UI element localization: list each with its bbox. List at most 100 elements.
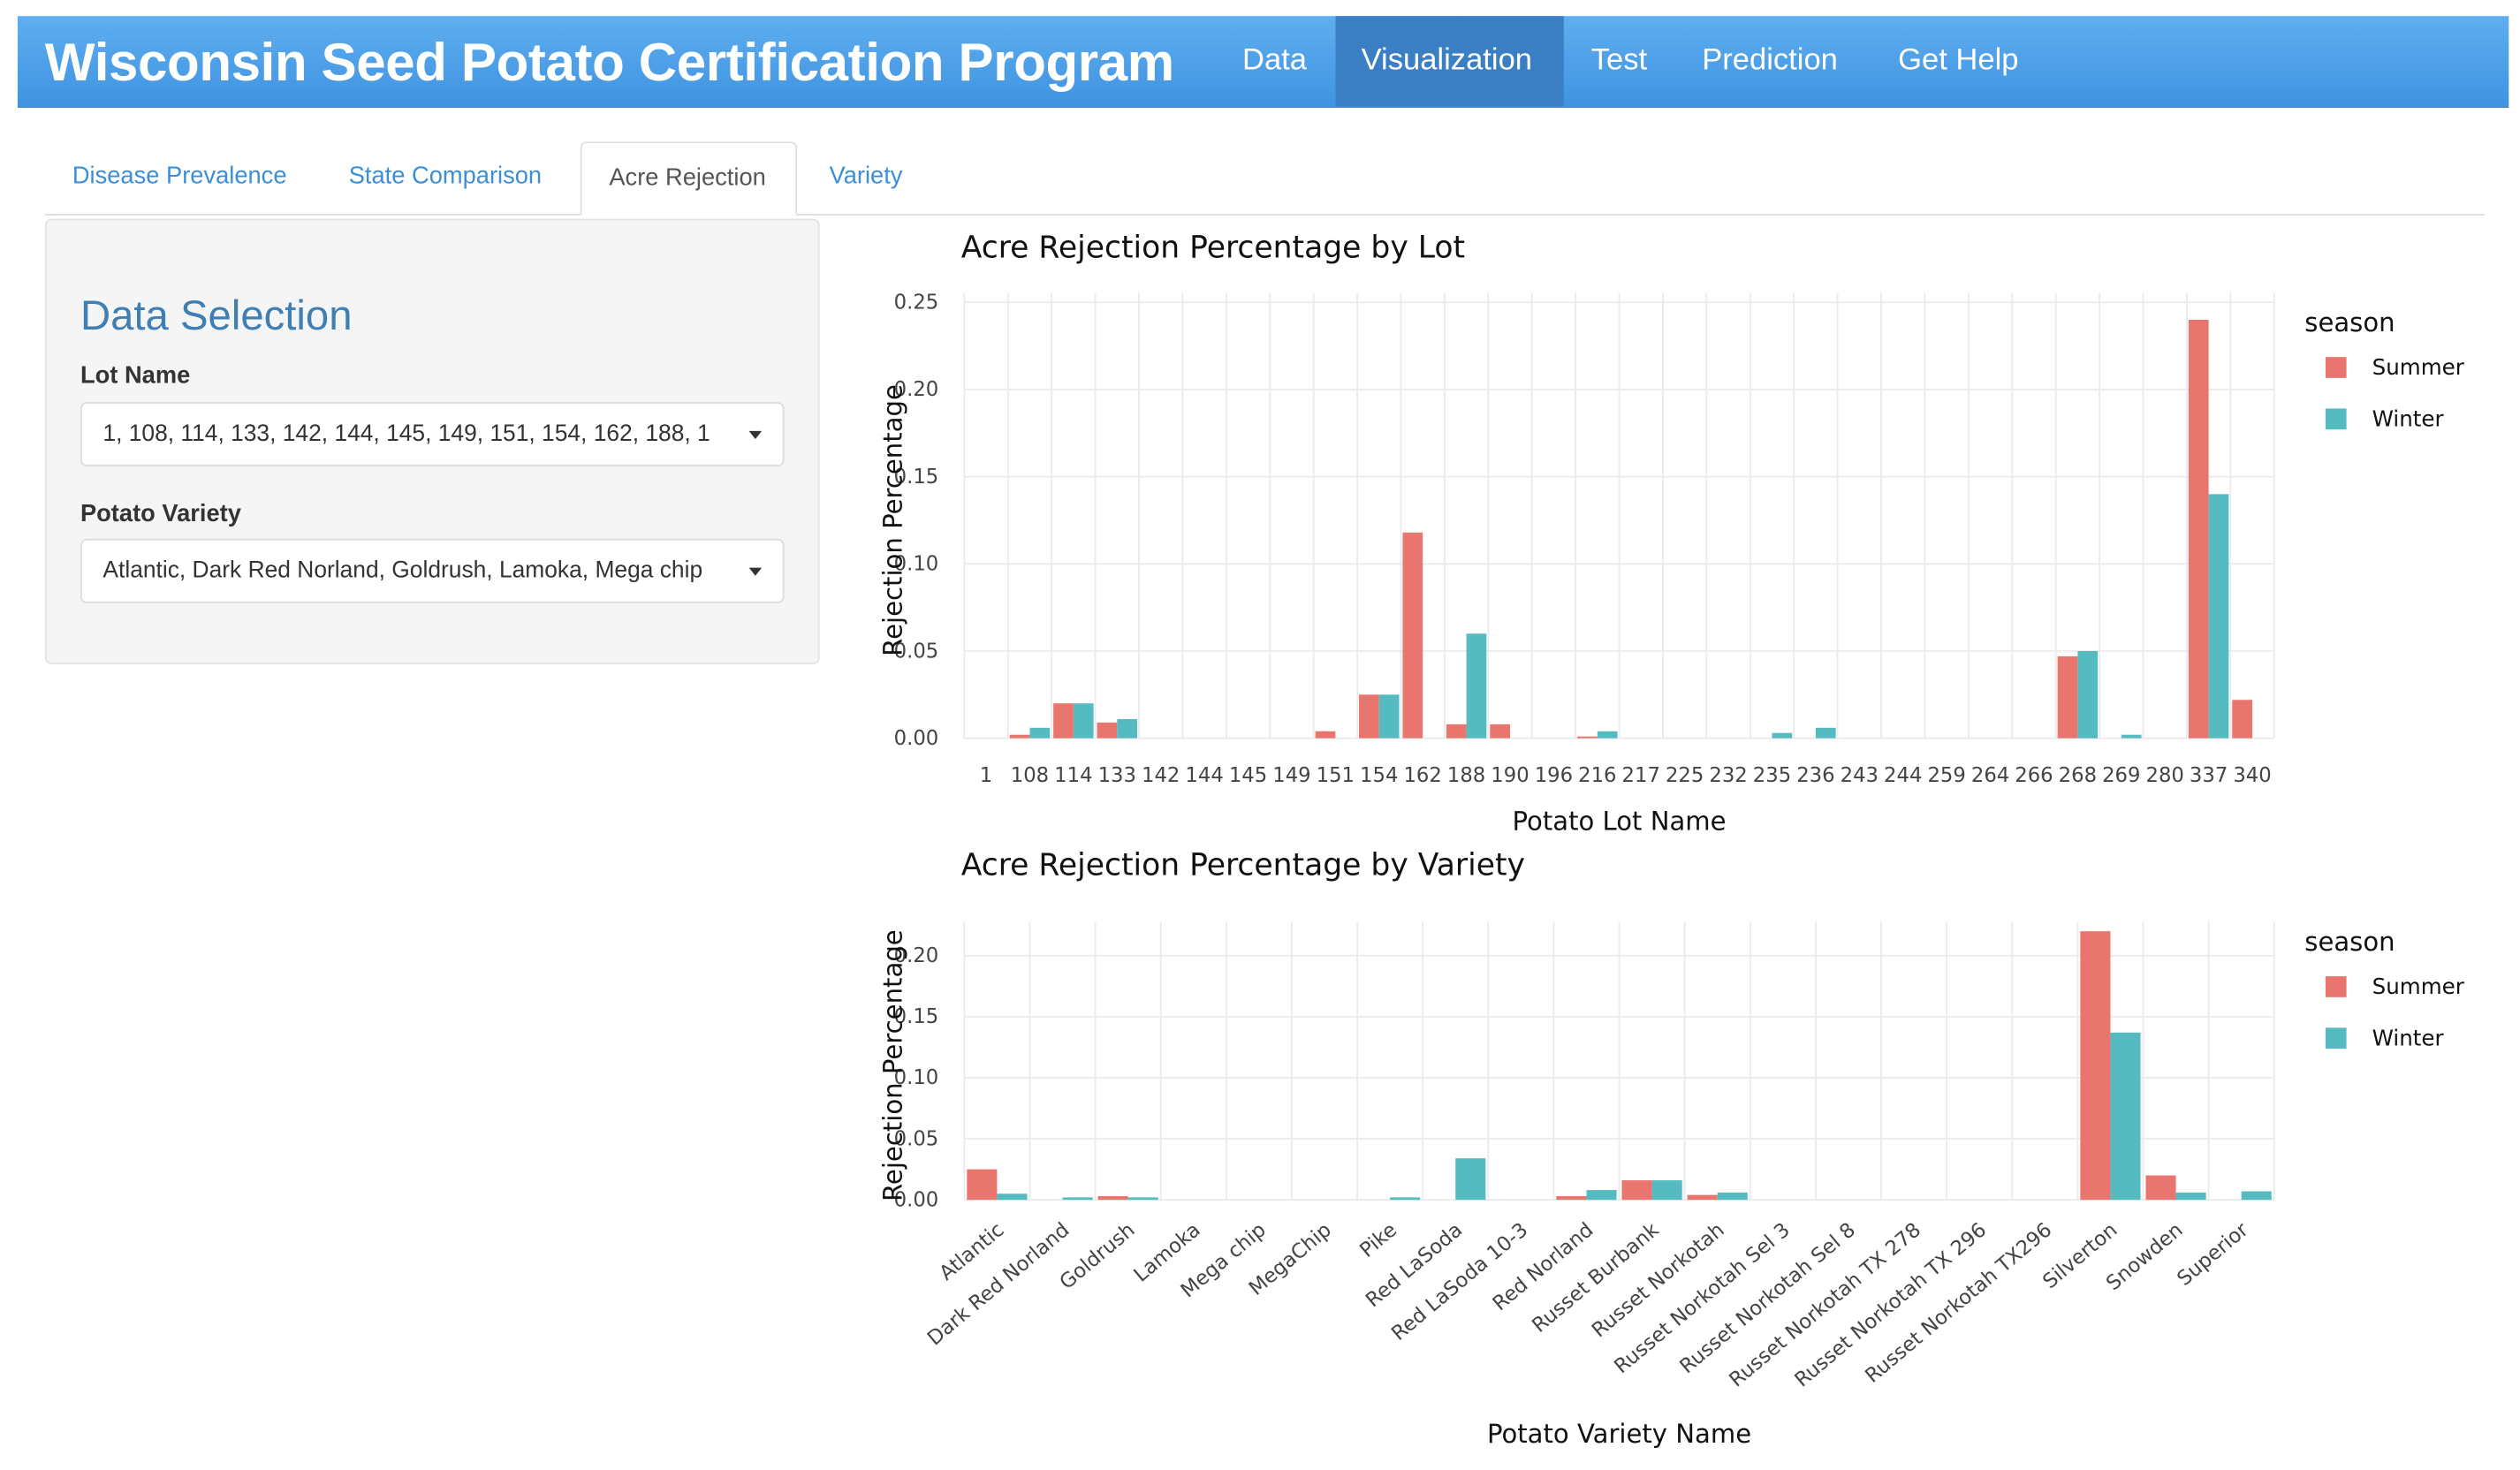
nav-visualization[interactable]: Visualization	[1335, 16, 1564, 107]
lot-name-value: 1, 108, 114, 133, 142, 144, 145, 149, 15…	[102, 421, 710, 448]
legend-label: Winter	[2372, 405, 2445, 431]
potato-variety-select[interactable]: Atlantic, Dark Red Norland, Goldrush, La…	[80, 538, 785, 603]
bar-summer	[1053, 703, 1074, 739]
x-tick-label: 162	[1403, 764, 1441, 787]
bar-winter	[2241, 1191, 2272, 1201]
y-axis-label: Rejection Percentage	[877, 384, 907, 656]
x-tick-label: 268	[2059, 764, 2097, 787]
bar-winter	[2121, 734, 2142, 739]
bar-summer	[2080, 931, 2111, 1201]
x-tick-label: 108	[1011, 764, 1049, 787]
potato-variety-label: Potato Variety	[80, 500, 241, 528]
bar-summer	[1097, 1196, 1128, 1201]
panel-title: Data Selection	[80, 291, 353, 340]
x-tick-label: 235	[1753, 764, 1791, 787]
variety-rejection-chart: Acre Rejection Percentage by Variety 0.00…	[877, 847, 2464, 1449]
bar-summer	[1097, 722, 1118, 739]
x-tick-label: 1	[980, 764, 992, 787]
caret-down-icon	[748, 567, 763, 576]
x-tick-label: 196	[1535, 764, 1573, 787]
lot-name-select[interactable]: 1, 108, 114, 133, 142, 144, 145, 149, 15…	[80, 402, 785, 466]
y-tick-label: 0.00	[894, 1188, 939, 1211]
bar-winter	[1597, 731, 1618, 739]
bar-winter	[1651, 1180, 1682, 1201]
y-tick-label: 0.15	[894, 1005, 939, 1028]
caret-down-icon	[748, 430, 763, 440]
tab-bar: Disease Prevalence State Comparison Acre…	[44, 141, 2486, 216]
x-tick-label: 232	[1709, 764, 1747, 787]
x-tick-label: 264	[1971, 764, 2009, 787]
x-tick-label: 243	[1841, 764, 1879, 787]
y-tick-label: 0.20	[894, 944, 939, 967]
data-selection-panel: Data Selection Lot Name 1, 108, 114, 133…	[44, 218, 820, 664]
bar-winter	[2110, 1032, 2141, 1201]
bar-winter	[1117, 718, 1138, 739]
x-tick-label: Pike	[1355, 1218, 1401, 1262]
bar-winter	[1062, 1197, 1093, 1201]
tab-state-comparison[interactable]: State Comparison	[348, 162, 543, 190]
navbar: Wisconsin Seed Potato Certification Prog…	[18, 16, 2509, 108]
bar-winter	[2077, 650, 2099, 739]
x-tick-label: 133	[1098, 764, 1136, 787]
legend-label: Summer	[2372, 354, 2465, 380]
bar-winter	[1455, 1158, 1486, 1201]
tab-acre-rejection[interactable]: Acre Rejection	[580, 141, 798, 216]
bar-summer	[1315, 731, 1336, 739]
x-tick-label: 340	[2233, 764, 2271, 787]
x-axis-label: Potato Lot Name	[1513, 806, 1727, 836]
bar-summer	[1687, 1194, 1718, 1201]
bar-winter	[1390, 1197, 1421, 1201]
legend-swatch-summer	[2325, 976, 2347, 997]
bar-summer	[1446, 724, 1467, 739]
bar-winter	[1378, 694, 1400, 739]
x-tick-label: 236	[1796, 764, 1834, 787]
bar-summer	[2145, 1175, 2176, 1201]
y-tick-label: 0.10	[894, 553, 939, 576]
brand-title: Wisconsin Seed Potato Certification Prog…	[44, 32, 1174, 92]
legend-swatch-winter	[2325, 1027, 2347, 1049]
y-tick-label: 0.15	[894, 466, 939, 489]
nav-get-help[interactable]: Get Help	[1898, 43, 2019, 78]
x-tick-label: 280	[2146, 764, 2184, 787]
x-tick-label: 114	[1054, 764, 1092, 787]
x-tick-label: 142	[1142, 764, 1180, 787]
bar-winter	[1466, 633, 1487, 739]
bar-winter	[1073, 703, 1094, 739]
legend-title: season	[2304, 927, 2395, 957]
nav-prediction[interactable]: Prediction	[1702, 43, 1838, 78]
y-axis-label: Rejection Percentage	[877, 929, 907, 1201]
lot-rejection-chart: Acre Rejection Percentage by Lot 0.00 0.05…	[877, 230, 2465, 836]
bar-summer	[1577, 736, 1598, 739]
bar-summer	[1009, 734, 1030, 739]
x-tick-label: 190	[1491, 764, 1529, 787]
legend-label: Winter	[2372, 1025, 2445, 1050]
x-tick-label: 149	[1272, 764, 1310, 787]
x-tick-label: 217	[1622, 764, 1660, 787]
tab-disease-prevalence[interactable]: Disease Prevalence	[72, 162, 287, 190]
x-tick-label: 216	[1578, 764, 1616, 787]
bar-summer	[967, 1169, 998, 1201]
bar-winter	[1586, 1190, 1617, 1201]
x-tick-label: 244	[1884, 764, 1922, 787]
y-tick-label: 0.10	[894, 1066, 939, 1089]
y-tick-label: 0.05	[894, 1127, 939, 1150]
nav-test[interactable]: Test	[1590, 43, 1648, 78]
chart-title: Acre Rejection Percentage by Lot	[961, 230, 1465, 265]
bar-winter	[1029, 727, 1051, 739]
legend-title: season	[2304, 307, 2395, 337]
nav-data[interactable]: Data	[1242, 43, 1308, 78]
y-tick-label: 0.20	[894, 378, 939, 401]
x-tick-label: Superior	[2173, 1218, 2253, 1291]
bar-summer	[1490, 724, 1511, 739]
x-axis-label: Potato Variety Name	[1487, 1419, 1751, 1449]
tab-variety[interactable]: Variety	[829, 162, 903, 190]
bar-summer	[2057, 655, 2078, 739]
y-tick-label: 0.05	[894, 640, 939, 663]
bar-summer	[2188, 320, 2209, 739]
y-tick-label: 0.25	[894, 292, 939, 314]
bar-winter	[2208, 494, 2229, 739]
bar-winter	[1127, 1197, 1158, 1201]
bar-winter	[2175, 1192, 2206, 1201]
bar-summer	[1621, 1180, 1652, 1201]
x-tick-label: 266	[2015, 764, 2053, 787]
